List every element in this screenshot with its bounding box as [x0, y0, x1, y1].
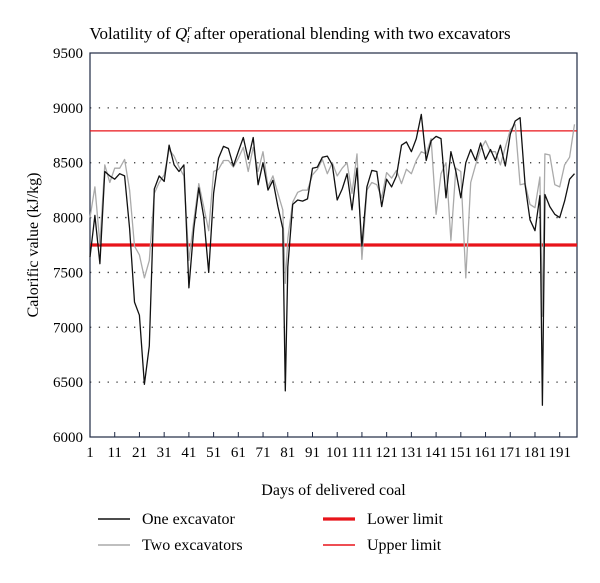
- x-tick-label: 31: [157, 445, 172, 461]
- x-axis-label: Days of delivered coal: [261, 482, 406, 499]
- gridlines: [90, 107, 577, 383]
- x-tick-label: 191: [548, 445, 571, 461]
- legend-label-two-excavators: Two excavators: [142, 537, 243, 554]
- x-tick-label: 41: [181, 445, 196, 461]
- x-tick-label: 171: [499, 445, 522, 461]
- x-axis-ticks: 1 11 21 31 41 51 61 71 81 91 101 111 121 131 141 151 161…: [86, 432, 571, 461]
- y-tick-label: 8500: [53, 156, 83, 172]
- x-tick-label: 71: [256, 445, 271, 461]
- x-tick-label: 21: [132, 445, 147, 461]
- chart-title: Volatility of Qr i after operational blen…: [89, 23, 510, 46]
- x-tick-label: 81: [280, 445, 295, 461]
- x-tick-label: 11: [107, 445, 121, 461]
- legend: One excavator Two excavators Lower limit Up…: [98, 511, 444, 554]
- y-tick-label: 9500: [53, 46, 83, 62]
- y-tick-label: 7500: [53, 265, 83, 281]
- y-tick-label: 8000: [53, 211, 83, 227]
- x-tick-label: 151: [450, 445, 473, 461]
- x-tick-label: 91: [305, 445, 320, 461]
- legend-label-upper-limit: Upper limit: [367, 537, 442, 554]
- x-tick-label: 161: [474, 445, 497, 461]
- legend-label-one-excavator: One excavator: [142, 511, 236, 528]
- limit-lines: [90, 130, 577, 247]
- y-tick-label: 6500: [53, 375, 83, 391]
- x-tick-label: 131: [400, 445, 423, 461]
- y-axis-label: Calorific value (kJ/kg): [25, 173, 42, 318]
- chart-title-text: Volatility of Qr i after operational blen…: [89, 23, 510, 46]
- x-tick-label: 1: [86, 445, 94, 461]
- legend-label-lower-limit: Lower limit: [367, 511, 444, 528]
- series-lines: [89, 113, 576, 406]
- x-tick-label: 181: [524, 445, 547, 461]
- x-tick-label: 121: [375, 445, 398, 461]
- x-tick-label: 101: [326, 445, 349, 461]
- y-tick-label: 9000: [53, 101, 83, 117]
- y-tick-label: 7000: [53, 320, 83, 336]
- x-tick-label: 141: [425, 445, 448, 461]
- y-axis-ticks: 6000 6500 7000 7500 8000 8500 9000 9500: [53, 46, 83, 446]
- series-line-one-excavator: [89, 113, 575, 406]
- x-tick-label: 111: [351, 445, 372, 461]
- x-tick-label: 51: [206, 445, 221, 461]
- y-tick-label: 6000: [53, 430, 83, 446]
- x-tick-label: 61: [231, 445, 246, 461]
